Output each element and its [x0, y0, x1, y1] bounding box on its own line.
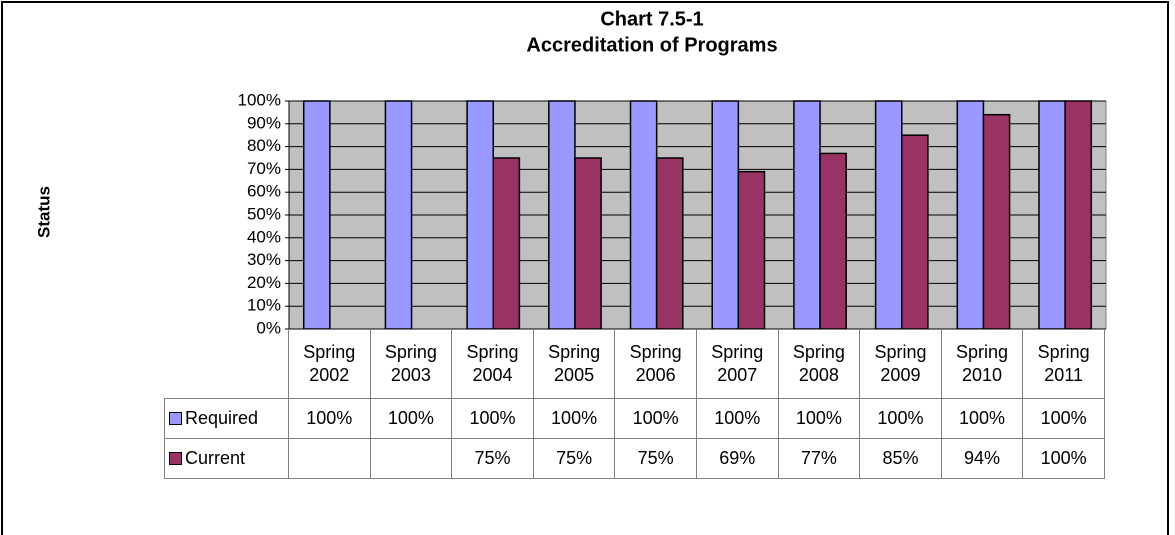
bar [793, 100, 821, 330]
bar [1038, 100, 1066, 330]
bar [466, 100, 494, 330]
bar [1064, 100, 1093, 330]
y-tick-label: 80% [247, 136, 281, 155]
data-label: 100% [777, 398, 861, 439]
x-tick-label: Spring 2006 [614, 329, 697, 399]
data-label: 100% [695, 398, 779, 439]
legend-swatch [169, 452, 182, 465]
chart-title: Chart 7.5-1 [600, 8, 703, 30]
data-label: 69% [695, 438, 779, 479]
y-tick-label: 70% [247, 159, 281, 178]
header-row: Spring 2002 Spring 2003 Spring 2004 Spring … [165, 329, 1105, 399]
y-axis-label: Status [34, 186, 53, 238]
bar [302, 100, 331, 330]
y-tick-label: 50% [247, 204, 281, 223]
y-tick-label: 100% [238, 90, 281, 109]
data-label: 100% [288, 398, 371, 439]
bar [901, 134, 929, 330]
series-row: Current 75% 75% 75% 69% 77% 85% 94% 100% [164, 438, 1105, 479]
x-tick-label: Spring 2004 [451, 329, 534, 399]
bar [548, 100, 576, 330]
x-tick-label: Spring 2002 [288, 329, 371, 399]
x-tick-label: Spring 2005 [532, 329, 616, 399]
data-label: 77% [777, 438, 861, 479]
legend-swatch [169, 412, 182, 425]
bar [492, 157, 521, 330]
y-tick-label: 90% [247, 113, 281, 132]
x-tick-label: Spring 2010 [940, 329, 1024, 399]
y-tick-label: 10% [247, 296, 281, 315]
x-tick-label: Spring 2003 [369, 329, 453, 399]
data-label [369, 438, 453, 479]
bar [574, 157, 602, 330]
y-tick-label: 20% [247, 273, 281, 292]
data-label: 100% [859, 398, 942, 439]
data-label: 100% [369, 398, 453, 439]
legend-label: Current [185, 448, 246, 468]
x-tick-label: Spring 2009 [859, 329, 942, 399]
x-tick-label: Spring 2007 [695, 329, 779, 399]
bar [737, 170, 766, 330]
y-tick-label: 40% [247, 227, 281, 246]
data-label: 100% [940, 398, 1024, 439]
data-label: 75% [532, 438, 616, 479]
data-label: 75% [451, 438, 534, 479]
y-tick-label: 30% [247, 250, 281, 269]
data-label: 94% [940, 438, 1024, 479]
bar [956, 100, 985, 330]
bar [629, 100, 658, 330]
x-tick-label: Spring 2008 [777, 329, 861, 399]
data-label [288, 438, 371, 479]
data-label: 75% [614, 438, 697, 479]
data-label: 100% [614, 398, 697, 439]
data-label: 85% [859, 438, 942, 479]
blank-cell [165, 330, 289, 399]
legend-entry: Current [164, 438, 289, 479]
bar [982, 113, 1011, 330]
data-label: 100% [451, 398, 534, 439]
data-label: 100% [1022, 438, 1105, 479]
legend-entry: Required [164, 398, 289, 439]
bar [384, 100, 413, 330]
legend-label: Required [185, 408, 259, 428]
x-tick-label: Spring 2011 [1022, 329, 1105, 399]
data-label: 100% [1022, 398, 1105, 439]
bar [874, 100, 903, 330]
y-tick-label: 60% [247, 182, 281, 201]
bar [655, 157, 684, 330]
bar [819, 152, 847, 330]
chart-subtitle: Accreditation of Programs [526, 34, 777, 56]
data-table: Spring 2002 Spring 2003 Spring 2004 Spring … [164, 329, 1105, 479]
bar [711, 100, 740, 330]
data-label: 100% [532, 398, 616, 439]
series-row: Required 100% 100% 100% 100% 100% 100% 100% 100%… [164, 398, 1105, 439]
y-tick-label: 0% [256, 318, 281, 337]
